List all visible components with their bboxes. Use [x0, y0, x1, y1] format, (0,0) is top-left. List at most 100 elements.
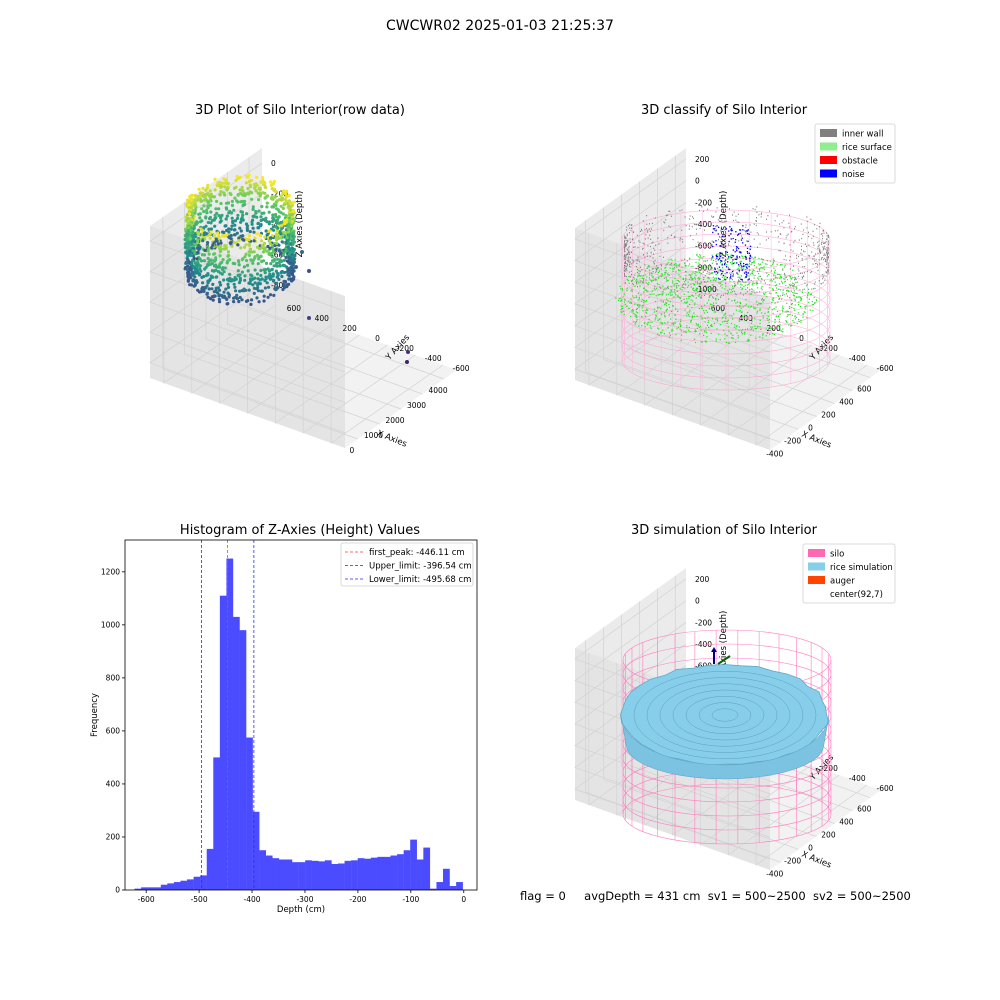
wall-point	[743, 229, 745, 232]
rice-point	[744, 315, 746, 317]
data-point	[292, 275, 296, 279]
simulation-plot-title: 3D simulation of Silo Interior	[631, 523, 817, 538]
data-point	[201, 239, 205, 243]
data-point	[279, 232, 283, 236]
wall-point	[722, 244, 724, 246]
rice-point	[675, 334, 677, 336]
rice-point	[774, 269, 776, 271]
data-point	[252, 215, 256, 219]
data-point	[234, 277, 238, 281]
data-point	[216, 231, 220, 235]
data-point	[223, 247, 227, 251]
wall-point	[693, 217, 694, 220]
data-point	[252, 230, 256, 234]
wall-point	[790, 249, 792, 251]
x-tick-label: 600	[857, 805, 872, 814]
rice-point	[788, 324, 790, 326]
data-point	[233, 233, 237, 237]
noise-point	[725, 250, 727, 253]
data-point	[215, 239, 219, 243]
rice-point	[746, 284, 748, 286]
rice-point	[752, 274, 754, 276]
data-point	[189, 228, 193, 232]
rice-point	[646, 276, 648, 278]
rice-point	[727, 342, 729, 344]
data-point	[280, 227, 284, 231]
wall-point	[784, 264, 786, 267]
data-point	[223, 185, 227, 189]
rice-point	[740, 275, 742, 277]
wall-point	[779, 233, 781, 235]
rice-point	[697, 264, 699, 266]
rice-point	[804, 308, 806, 310]
data-point	[226, 291, 230, 295]
noise-point	[739, 229, 742, 231]
rice-point	[793, 287, 795, 289]
rice-point	[657, 294, 659, 296]
histogram-bar	[344, 860, 352, 890]
rice-point	[684, 309, 686, 311]
rice-point	[757, 304, 759, 306]
rice-point	[624, 298, 626, 300]
wall-point	[826, 235, 828, 237]
rice-point	[780, 330, 783, 332]
data-point	[284, 213, 288, 218]
rice-point	[679, 323, 681, 325]
data-point	[213, 213, 217, 217]
rice-point	[765, 328, 767, 330]
data-point	[208, 203, 213, 207]
rice-point	[645, 299, 647, 302]
rice-point	[762, 333, 764, 335]
rice-point	[727, 326, 729, 328]
rice-point	[753, 262, 755, 264]
rice-point	[756, 312, 758, 314]
wall-point	[827, 266, 829, 268]
wall-point	[679, 237, 681, 239]
x-tick-label: 3000	[407, 401, 426, 410]
wall-point	[804, 272, 805, 274]
data-point	[262, 294, 266, 298]
wall-point	[624, 275, 626, 277]
rice-point	[763, 266, 765, 268]
wall-point	[624, 243, 626, 245]
wall-point	[827, 247, 829, 249]
rice-point	[768, 273, 770, 276]
wall-point	[735, 215, 737, 217]
rice-point	[783, 278, 785, 280]
rice-point	[744, 277, 746, 279]
data-point	[267, 252, 271, 256]
rice-point	[725, 253, 727, 255]
wall-point	[710, 272, 712, 274]
rice-point	[752, 283, 754, 285]
rice-point	[776, 315, 778, 317]
rice-point	[685, 278, 687, 280]
rice-point	[727, 319, 729, 321]
wall-point	[778, 273, 780, 275]
rice-point	[699, 255, 702, 257]
rice-point	[804, 311, 806, 313]
wall-point	[670, 258, 672, 260]
data-point	[244, 181, 248, 185]
rice-point	[675, 318, 677, 321]
rice-point	[802, 316, 804, 318]
data-point	[285, 195, 289, 199]
legend-label: obstacle	[842, 157, 878, 167]
rice-point	[646, 308, 648, 310]
rice-point	[638, 325, 640, 327]
rice-point	[788, 274, 790, 277]
rice-point	[804, 306, 806, 308]
data-point	[251, 207, 255, 211]
wall-point	[689, 235, 691, 237]
rice-point	[747, 264, 749, 266]
wall-point	[640, 230, 641, 232]
wall-point	[801, 258, 803, 260]
rice-point	[649, 293, 651, 296]
wall-point	[624, 269, 626, 271]
data-point	[194, 222, 198, 226]
rice-point	[708, 296, 710, 298]
rice-point	[739, 303, 742, 305]
wall-point	[760, 275, 762, 278]
rice-point	[695, 289, 697, 291]
data-point	[287, 222, 291, 226]
rice-point	[704, 330, 706, 332]
